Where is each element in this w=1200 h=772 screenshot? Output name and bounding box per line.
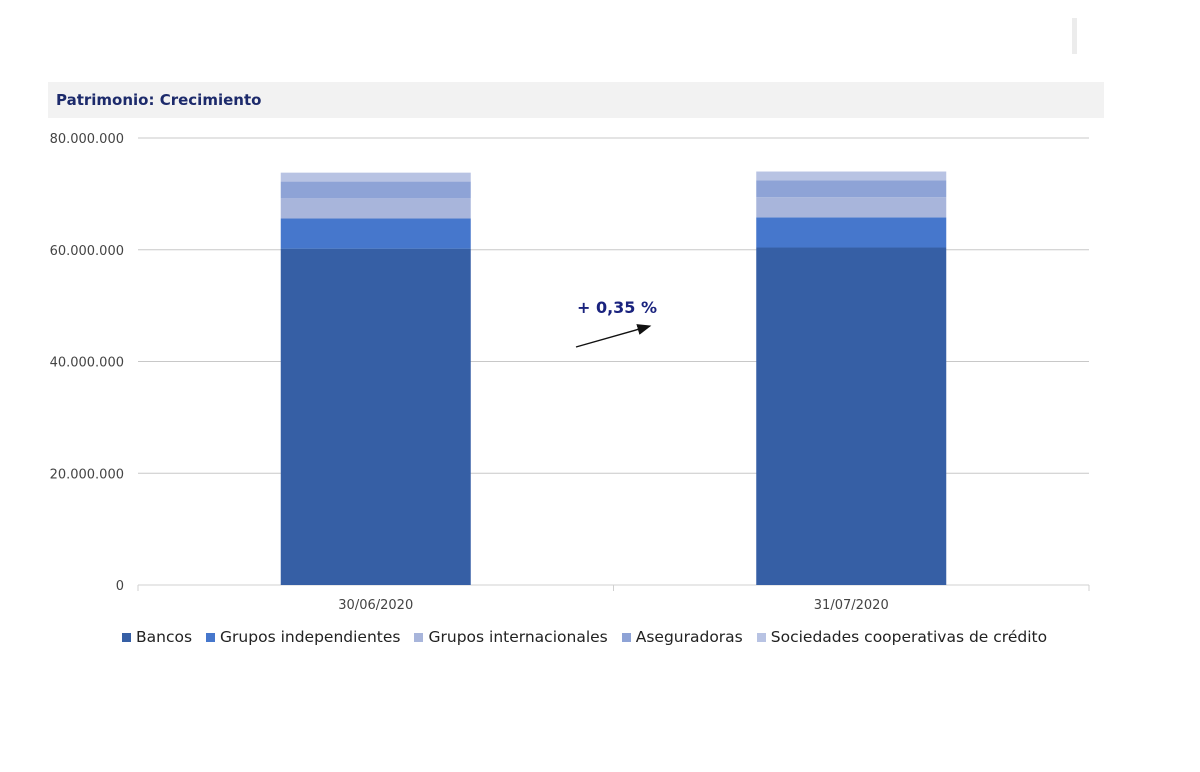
legend-item: Sociedades cooperativas de crédito bbox=[756, 628, 1048, 646]
bar-segment bbox=[756, 171, 947, 181]
legend-label: Sociedades cooperativas de crédito bbox=[770, 628, 1048, 646]
bar-segment bbox=[756, 180, 947, 198]
legend-label: Grupos independientes bbox=[220, 628, 401, 646]
bar-segment bbox=[756, 217, 947, 248]
legend-label: Bancos bbox=[136, 628, 193, 646]
y-tick-label: 20.000.000 bbox=[50, 467, 124, 482]
bar-segment bbox=[756, 247, 947, 585]
legend-item: Grupos internacionales bbox=[414, 628, 608, 646]
legend-label: Grupos internacionales bbox=[428, 628, 608, 646]
legend-swatch bbox=[756, 632, 766, 642]
bar-segment bbox=[280, 181, 471, 199]
legend-swatch bbox=[122, 632, 131, 642]
growth-annotation: + 0,35 % bbox=[577, 298, 657, 317]
growth-arrow bbox=[575, 324, 652, 348]
legend-item: Grupos independientes bbox=[206, 628, 400, 646]
legend-swatch bbox=[206, 632, 216, 642]
y-tick-label: 60.000.000 bbox=[50, 244, 124, 259]
legend-item: Aseguradoras bbox=[621, 628, 743, 646]
chart-legend: Bancos Grupos independientes Grupos intern… bbox=[122, 628, 1061, 646]
x-tick-label: 31/07/2020 bbox=[814, 598, 889, 613]
corner-mark bbox=[1072, 18, 1077, 54]
bar-segment bbox=[280, 198, 471, 219]
x-tick-label: 30/06/2020 bbox=[338, 598, 413, 613]
bar-segment bbox=[280, 218, 471, 249]
legend-swatch bbox=[414, 632, 424, 642]
y-tick-label: 0 bbox=[116, 579, 124, 594]
bar-segment bbox=[280, 172, 471, 182]
bar-segment bbox=[280, 248, 471, 585]
chart-title: Patrimonio: Crecimiento bbox=[56, 91, 262, 109]
bar-segment bbox=[756, 197, 947, 218]
legend-label: Aseguradoras bbox=[635, 628, 743, 646]
y-tick-label: 80.000.000 bbox=[50, 132, 124, 147]
y-tick-label: 40.000.000 bbox=[50, 356, 124, 371]
chart-title-bar: Patrimonio: Crecimiento bbox=[48, 82, 1104, 118]
legend-swatch bbox=[621, 632, 631, 642]
legend-item: Bancos bbox=[122, 628, 192, 646]
